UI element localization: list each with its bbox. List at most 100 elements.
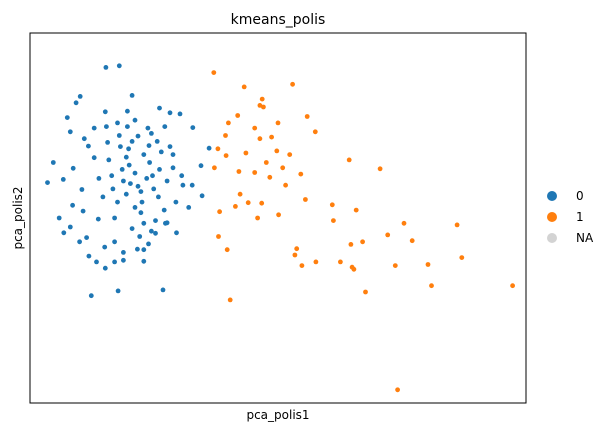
- point-series-1-37: [294, 246, 300, 252]
- point-series-0-43: [153, 230, 158, 236]
- point-series-0-100: [157, 167, 162, 172]
- legend-marker-0: [547, 191, 557, 201]
- point-series-0-69: [123, 154, 129, 160]
- point-series-0-72: [138, 189, 144, 195]
- point-series-0-33: [149, 131, 154, 136]
- point-series-0-102: [163, 220, 168, 226]
- point-series-0-19: [141, 258, 147, 264]
- point-series-0-59: [91, 125, 97, 131]
- point-series-0-86: [100, 194, 106, 200]
- point-series-1-56: [275, 120, 281, 126]
- point-series-1-53: [227, 297, 233, 303]
- point-series-0-30: [125, 124, 130, 129]
- chart-title: kmeans_polis: [231, 12, 326, 28]
- point-series-1-40: [454, 222, 460, 228]
- point-series-0-50: [95, 216, 101, 222]
- point-series-1-42: [392, 263, 398, 268]
- series-1: [211, 70, 515, 393]
- legend-marker-NA: [547, 233, 557, 243]
- point-series-0-76: [156, 194, 161, 200]
- point-series-0-48: [70, 202, 75, 208]
- point-series-0-39: [199, 193, 205, 199]
- points-layer: [45, 63, 515, 393]
- point-series-0-44: [146, 241, 151, 247]
- point-series-0-68: [146, 143, 152, 149]
- point-series-1-55: [259, 96, 265, 102]
- point-series-0-15: [94, 259, 99, 265]
- point-series-0-7: [50, 160, 56, 165]
- point-series-0-85: [106, 157, 112, 163]
- point-series-0-23: [102, 109, 108, 115]
- point-series-0-53: [91, 155, 97, 161]
- point-series-1-60: [237, 191, 243, 197]
- point-series-0-97: [127, 181, 133, 187]
- point-series-0-83: [115, 199, 120, 205]
- point-series-0-101: [119, 167, 125, 172]
- point-series-1-12: [346, 157, 352, 163]
- point-series-0-52: [112, 239, 117, 245]
- point-series-1-62: [255, 215, 260, 221]
- point-series-1-63: [261, 104, 266, 110]
- point-series-0-89: [173, 199, 179, 205]
- point-series-0-6: [60, 177, 66, 182]
- point-series-0-16: [102, 265, 108, 271]
- point-series-1-13: [377, 166, 383, 172]
- point-series-1-3: [290, 81, 295, 87]
- point-series-1-49: [425, 262, 431, 267]
- point-series-1-54: [395, 387, 400, 393]
- point-series-1-28: [259, 200, 265, 206]
- point-series-0-37: [206, 145, 212, 151]
- point-series-0-12: [77, 239, 82, 245]
- point-series-1-31: [217, 209, 223, 215]
- point-series-0-31: [162, 124, 168, 129]
- legend: 0 1 NA: [547, 189, 594, 245]
- point-series-0-94: [153, 218, 158, 224]
- point-series-0-92: [132, 170, 138, 176]
- point-series-1-4: [304, 114, 310, 119]
- point-series-0-82: [161, 207, 167, 213]
- point-series-0-73: [132, 205, 138, 210]
- point-series-1-5: [312, 129, 318, 135]
- point-series-0-84: [109, 173, 115, 179]
- point-series-0-28: [129, 93, 135, 98]
- point-series-0-62: [179, 173, 185, 179]
- point-series-0-67: [126, 146, 131, 152]
- point-series-1-0: [211, 70, 217, 75]
- point-series-1-41: [459, 255, 465, 260]
- legend-label-1: 1: [576, 210, 584, 224]
- point-series-1-22: [223, 153, 229, 159]
- point-series-1-6: [223, 133, 228, 138]
- point-series-1-23: [303, 197, 308, 202]
- point-series-0-14: [86, 253, 92, 259]
- point-series-0-65: [129, 139, 135, 144]
- point-series-0-55: [105, 140, 110, 145]
- point-series-0-80: [129, 226, 135, 232]
- point-series-0-3: [73, 100, 79, 106]
- point-series-0-61: [170, 152, 176, 158]
- point-series-1-16: [283, 182, 288, 188]
- point-series-1-27: [276, 212, 281, 218]
- point-series-1-26: [331, 218, 336, 224]
- point-series-0-88: [170, 165, 176, 171]
- point-series-0-99: [139, 199, 145, 205]
- point-series-1-43: [338, 259, 343, 265]
- x-axis-label: pca_polis1: [246, 408, 309, 422]
- point-series-0-10: [61, 230, 67, 236]
- point-series-1-29: [245, 200, 251, 206]
- point-series-0-91: [158, 149, 164, 155]
- point-series-0-58: [145, 125, 151, 131]
- point-series-1-9: [269, 134, 274, 140]
- point-series-0-36: [198, 163, 204, 169]
- point-series-0-93: [123, 191, 129, 197]
- point-series-0-63: [141, 247, 147, 253]
- point-series-0-4: [77, 94, 83, 99]
- point-series-1-46: [292, 252, 298, 258]
- point-series-1-15: [298, 171, 304, 177]
- point-series-0-105: [110, 186, 116, 192]
- point-series-1-57: [263, 160, 269, 165]
- legend-label-0: 0: [576, 189, 584, 203]
- point-series-0-9: [56, 215, 62, 221]
- point-series-1-61: [287, 152, 293, 158]
- point-series-1-14: [280, 165, 286, 171]
- point-series-0-29: [104, 124, 109, 129]
